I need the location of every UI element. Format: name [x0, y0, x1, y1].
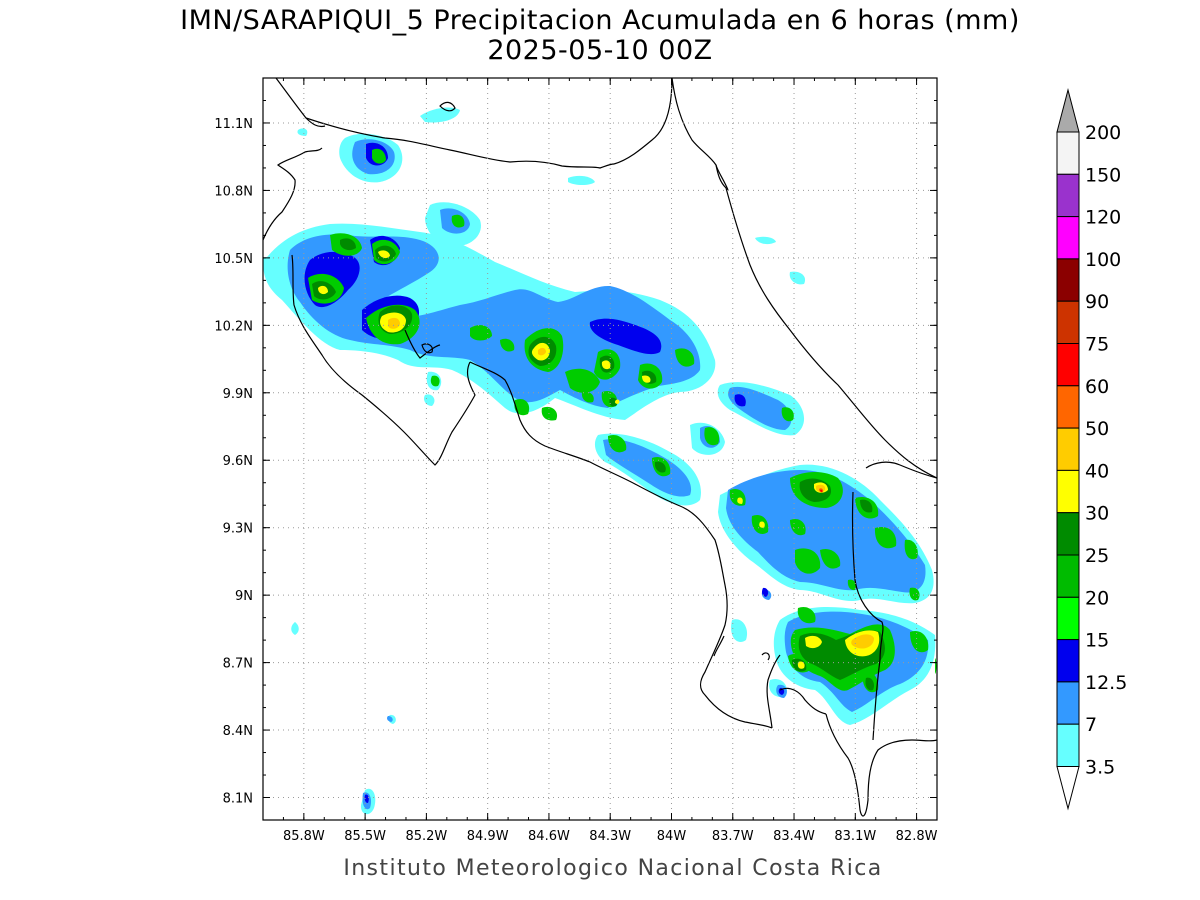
lon-tick-label: 83.7W — [712, 829, 754, 844]
precip-3-5mm-areas — [263, 107, 936, 815]
osa-peninsula-coast — [469, 361, 773, 729]
lat-tick-label: 10.2N — [214, 319, 253, 334]
lon-tick-label: 83.1W — [834, 829, 876, 844]
san-juan-river — [613, 78, 673, 165]
legend-swatch — [1056, 427, 1080, 471]
latitude-axis: 11.1N 10.8N 10.5N 10.2N 9.9N 9.6N 9.3N 9N 8.7N 8.… — [214, 77, 937, 821]
map-frame — [262, 77, 938, 821]
legend-label: 90 — [1085, 291, 1109, 313]
golfo-dulce-east — [779, 687, 827, 715]
lat-tick-label: 9.6N — [223, 454, 253, 469]
legend-label: 200 — [1085, 122, 1121, 144]
panama-border — [852, 491, 884, 741]
caribbean-coastline — [671, 78, 937, 479]
lat-tick-label: 10.8N — [214, 184, 253, 199]
legend-swatch — [1056, 639, 1080, 683]
nicoya-peninsula-coast — [291, 254, 476, 466]
lat-tick-label: 9.3N — [223, 522, 253, 537]
legend-swatch — [1056, 173, 1080, 218]
legend-label: 12.5 — [1085, 672, 1127, 694]
lat-tick-label: 9N — [235, 589, 253, 604]
legend-swatch — [1056, 300, 1080, 345]
lon-tick-label: 82.8W — [896, 829, 938, 844]
graticule — [263, 78, 937, 820]
legend-swatch — [1056, 131, 1080, 175]
legend-label: 40 — [1085, 460, 1109, 482]
legend-swatch — [1056, 258, 1080, 302]
lat-tick-label: 8.7N — [223, 657, 253, 672]
solentiname-island — [439, 101, 456, 112]
legend-label: 7 — [1085, 714, 1097, 736]
footer-credit: Instituto Meteorologico Nacional Costa R… — [343, 856, 883, 881]
lon-tick-label: 84.6W — [528, 829, 570, 844]
coast-detail — [713, 635, 725, 657]
map-title: IMN/SARAPIQUI_5 Precipitacion Acumulada … — [180, 5, 1020, 36]
coastlines — [263, 78, 937, 817]
lon-tick-label: 84W — [657, 829, 687, 844]
lon-tick-label: 85.2W — [405, 829, 447, 844]
legend-label: 30 — [1085, 503, 1109, 525]
golfo-dulce-west — [766, 654, 781, 729]
legend-swatch — [1056, 469, 1080, 514]
lat-tick-label: 8.4N — [223, 724, 253, 739]
legend-swatch — [1056, 681, 1080, 725]
chira-island — [421, 343, 433, 354]
lon-tick-label: 83.4W — [773, 829, 815, 844]
lon-tick-label: 84.9W — [467, 829, 509, 844]
burica-coast — [825, 713, 937, 817]
legend-label: 20 — [1085, 587, 1109, 609]
precip-peak-areas — [388, 317, 874, 649]
legend-swatch — [1056, 343, 1080, 387]
coast-detail-2 — [761, 652, 770, 661]
legend-swatch — [1056, 512, 1080, 556]
legend-label: 120 — [1085, 207, 1121, 229]
legend-overflow-triangle — [1056, 88, 1080, 133]
legend-swatch — [1056, 385, 1080, 429]
legend-swatch — [1056, 554, 1080, 598]
lake-nicaragua-shore — [275, 78, 326, 128]
lat-tick-label: 9.9N — [223, 387, 253, 402]
guanacaste-north-coast — [263, 147, 323, 241]
lat-tick-label: 8.1N — [223, 792, 253, 807]
legend-label: 150 — [1085, 164, 1121, 186]
map-subtitle: 2025-05-10 00Z — [487, 35, 713, 66]
lon-tick-label: 85.5W — [344, 829, 386, 844]
precipitation-field — [263, 107, 937, 815]
lon-tick-label: 84.3W — [589, 829, 631, 844]
caribbean-inlet — [715, 164, 729, 191]
legend-label: 100 — [1085, 249, 1121, 271]
gulf-nicoya-shore — [404, 329, 441, 359]
lat-tick-label: 11.1N — [214, 117, 253, 132]
legend-label: 3.5 — [1085, 757, 1115, 779]
panama-coast-north — [865, 461, 937, 479]
lat-tick-label: 10.5N — [214, 252, 253, 267]
legend-label: 25 — [1085, 545, 1109, 567]
longitude-axis: 85.8W 85.5W 85.2W 84.9W 84.6W 84.3W 84W 83.7W 83… — [262, 78, 938, 844]
color-legend: 200 150 120 100 90 75 60 50 40 30 25 20 15 12.5 7 3.5 — [1056, 88, 1127, 811]
legend-label: 60 — [1085, 376, 1109, 398]
legend-label: 50 — [1085, 418, 1109, 440]
legend-underflow-triangle — [1056, 766, 1080, 811]
legend-swatch — [1056, 216, 1080, 260]
legend-swatch — [1056, 723, 1080, 768]
lon-tick-label: 85.8W — [283, 829, 325, 844]
legend-label: 75 — [1085, 334, 1109, 356]
nicaragua-border — [305, 117, 615, 169]
legend-label: 15 — [1085, 630, 1109, 652]
legend-swatch — [1056, 596, 1080, 641]
